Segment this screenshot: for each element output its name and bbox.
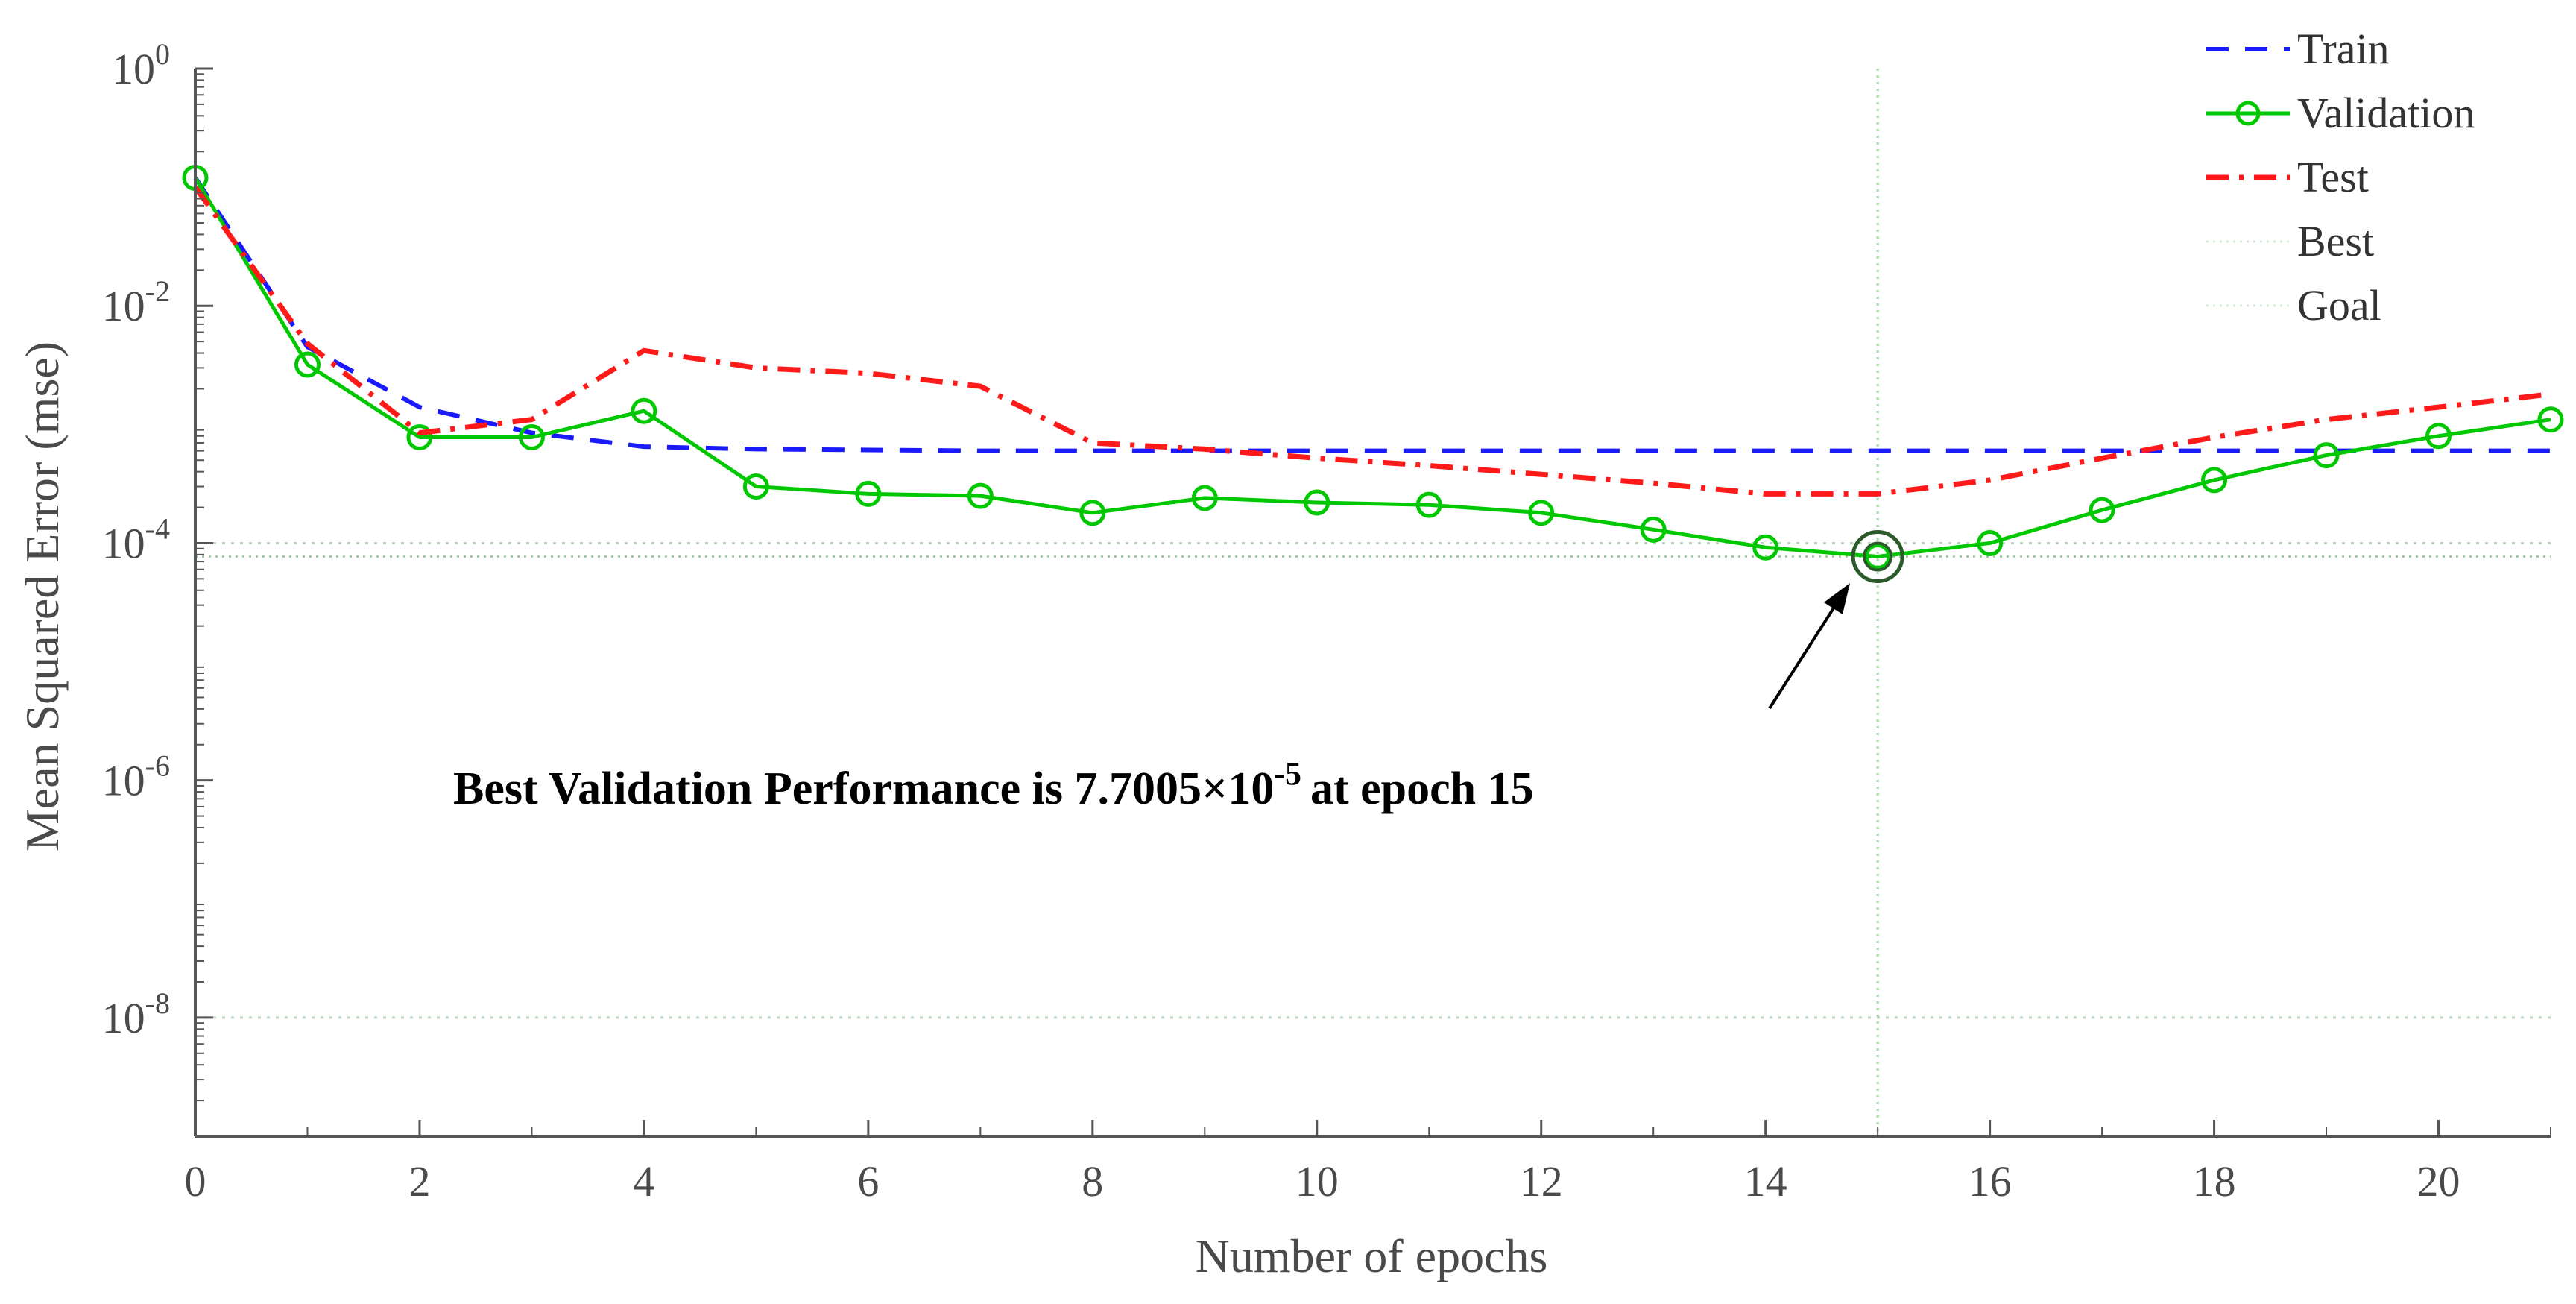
annotation-suffix: at epoch 15 xyxy=(1310,763,1534,814)
data-point-validation xyxy=(1640,516,1667,543)
x-tick-label: 20 xyxy=(2417,1157,2460,1206)
data-point-validation xyxy=(1864,544,1891,570)
series-line-test xyxy=(193,186,2551,497)
series-line-train xyxy=(193,176,2551,453)
data-point-validation xyxy=(518,424,545,451)
data-point-validation xyxy=(2089,497,2115,523)
x-tick-label: 18 xyxy=(2193,1157,2236,1206)
data-point-validation xyxy=(967,482,994,509)
best-point-outer xyxy=(1851,530,1904,584)
data-point-validation xyxy=(855,480,882,507)
annotation-arrow-line xyxy=(1768,595,1843,710)
axes-layer xyxy=(194,69,2551,1138)
y-tick-label: 100 xyxy=(112,37,170,93)
annotation-exponent: -5 xyxy=(1274,755,1301,792)
data-point-validation xyxy=(406,424,433,451)
x-axis-label: Number of epochs xyxy=(1196,1229,1548,1282)
data-point-validation xyxy=(1752,534,1779,561)
legend-marker-validation xyxy=(2235,101,2261,126)
legend-label-validation: Validation xyxy=(2297,89,2475,137)
data-point-validation xyxy=(2425,423,2452,450)
x-tick-label: 14 xyxy=(1744,1157,1787,1206)
data-point-validation xyxy=(742,473,769,500)
legend-label-test: Test xyxy=(2297,153,2369,201)
annotation-arrow-head xyxy=(1824,583,1850,614)
data-point-validation xyxy=(2313,442,2340,469)
x-tick-label: 12 xyxy=(1520,1157,1563,1206)
x-tick-label: 4 xyxy=(633,1157,654,1206)
data-point-validation xyxy=(1415,491,1442,518)
x-tick-label: 8 xyxy=(1082,1157,1103,1206)
data-point-validation xyxy=(1191,485,1218,511)
x-tick-label: 0 xyxy=(185,1157,206,1206)
ticks-layer: 10-8 10-6 10-4 10-2 100 0 2 4 6 8 10 12 14 16 18 20 xyxy=(102,37,2551,1206)
y-tick-label: 10-8 xyxy=(102,986,170,1042)
best-annotation: Best Validation Performance is 7.7005×10… xyxy=(453,583,1850,814)
y-tick-label: 10-4 xyxy=(102,511,170,567)
data-point-validation xyxy=(1079,500,1106,526)
y-tick-label: 10-2 xyxy=(102,274,170,330)
annotation-prefix: Best Validation Performance is 7.7005×10 xyxy=(453,763,1274,814)
grid-layer xyxy=(195,69,2551,1136)
data-point-validation xyxy=(2201,467,2228,494)
y-axis-label: Mean Squared Error (mse) xyxy=(16,341,69,851)
data-point-validation xyxy=(1977,529,2004,556)
series-layer xyxy=(182,165,2564,584)
best-point-inner xyxy=(1863,541,1893,572)
legend-label-best: Best xyxy=(2297,217,2374,265)
data-point-validation xyxy=(1528,500,1555,526)
legend: Train Validation Test Best Goal xyxy=(2206,25,2475,330)
y-tick-label: 10-6 xyxy=(102,749,170,805)
data-point-validation xyxy=(294,351,321,378)
data-point-validation xyxy=(2537,406,2564,433)
x-tick-label: 16 xyxy=(1969,1157,2012,1206)
data-point-validation xyxy=(1304,489,1330,516)
annotation-text: Best Validation Performance is 7.7005×10… xyxy=(453,755,1534,814)
legend-label-goal: Goal xyxy=(2297,281,2381,330)
x-tick-label: 10 xyxy=(1295,1157,1339,1206)
x-tick-label: 6 xyxy=(857,1157,879,1206)
x-tick-label: 2 xyxy=(408,1157,430,1206)
data-point-validation xyxy=(631,397,657,424)
series-line-validation xyxy=(193,177,2551,558)
legend-label-train: Train xyxy=(2297,25,2390,73)
